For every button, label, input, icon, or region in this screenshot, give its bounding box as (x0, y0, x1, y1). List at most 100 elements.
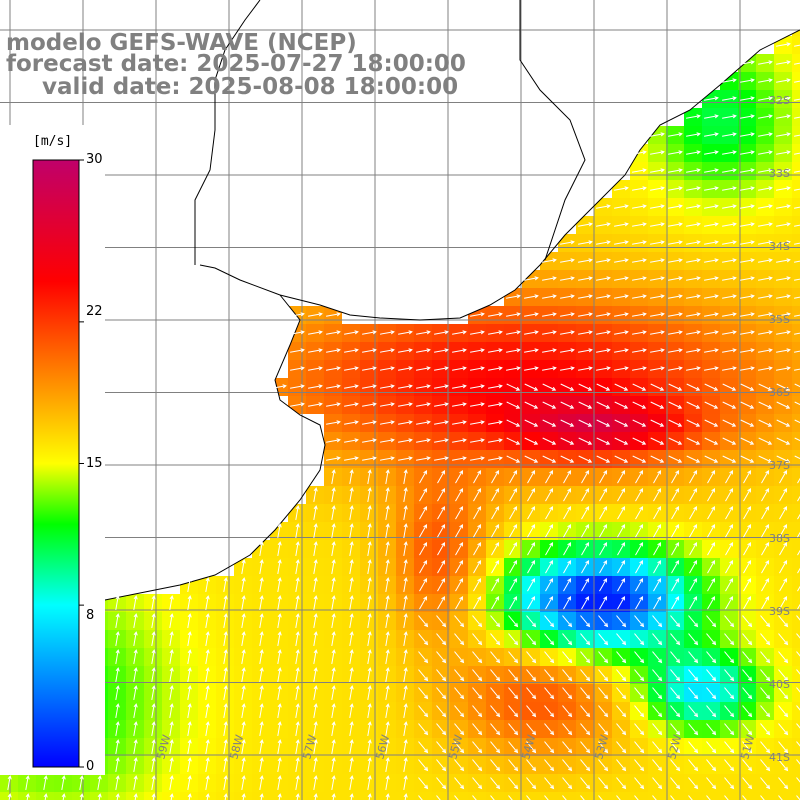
wind-cell (774, 792, 792, 800)
wind-arrow (652, 687, 663, 700)
wind-arrow (295, 703, 300, 718)
wind-arrow (473, 559, 482, 574)
wind-arrow (151, 775, 156, 790)
wind-arrow (560, 348, 575, 353)
wind-arrow (796, 723, 800, 729)
wind-arrow (367, 793, 372, 800)
wind-arrow (722, 240, 737, 245)
wind-arrow (295, 577, 300, 592)
wind-arrow (151, 613, 156, 628)
wind-arrow (403, 469, 408, 484)
wind-cell (666, 792, 684, 800)
wind-arrow (614, 186, 629, 191)
wind-arrow (349, 523, 354, 538)
wind-arrow (331, 739, 336, 754)
wind-cell (702, 792, 720, 800)
wind-arrow (689, 577, 698, 592)
wind-arrow (418, 615, 429, 628)
wind-arrow (599, 577, 608, 592)
wind-arrow (488, 420, 503, 425)
wind-arrow (344, 366, 359, 371)
wind-arrow (776, 78, 791, 83)
wind-arrow (670, 651, 681, 664)
wind-arrow (724, 633, 735, 646)
wind-arrow (506, 348, 521, 353)
wind-arrow (650, 150, 665, 155)
wind-arrow (794, 224, 800, 227)
wind-arrow (668, 348, 683, 353)
wind-arrow (133, 631, 138, 646)
wind-arrow (706, 723, 717, 736)
wind-arrow (614, 276, 629, 281)
wind-arrow (490, 705, 501, 718)
longitude-label: 58W (227, 733, 246, 761)
wind-arrow (740, 348, 755, 353)
wind-arrow (524, 419, 539, 427)
wind-arrow (434, 402, 449, 407)
wind-arrow (686, 276, 701, 281)
wind-arrow (527, 559, 536, 574)
wind-arrow (581, 595, 590, 610)
wind-arrow (385, 703, 390, 718)
latitude-label: 36S (769, 386, 790, 399)
wind-arrow (779, 595, 788, 610)
wind-arrow (403, 667, 408, 682)
wind-arrow (794, 134, 800, 137)
wind-arrow (508, 741, 519, 754)
wind-arrow (617, 505, 626, 520)
wind-arrow (437, 559, 446, 574)
wind-arrow (385, 667, 390, 682)
wind-arrow (416, 456, 431, 461)
wind-arrow (740, 186, 755, 191)
wind-arrow (115, 631, 120, 646)
wind-arrow (758, 276, 773, 281)
wind-arrow (416, 330, 431, 335)
wind-arrow (187, 595, 192, 610)
wind-arrow (722, 401, 737, 409)
wind-arrow (403, 577, 408, 592)
wind-arrow (455, 541, 464, 556)
wind-cell (468, 792, 486, 800)
wind-arrow (725, 595, 734, 610)
wind-arrow (563, 595, 572, 610)
wind-arrow (760, 687, 771, 700)
wind-arrow (778, 759, 789, 772)
wind-arrow (722, 294, 737, 299)
wind-arrow (650, 419, 665, 427)
wind-arrow (797, 477, 800, 484)
wind-arrow (724, 795, 729, 800)
wind-arrow (722, 186, 737, 191)
latitude-label: 38S (769, 532, 790, 545)
wind-arrow (470, 456, 485, 461)
wind-arrow (560, 455, 575, 463)
wind-arrow (794, 170, 800, 173)
wind-arrow (632, 330, 647, 335)
wind-arrow (542, 276, 557, 281)
wind-arrow (344, 384, 359, 389)
wind-arrow (776, 312, 791, 317)
wind-arrow (403, 487, 408, 502)
colorbar-tick-15: 15 (86, 456, 103, 471)
wind-arrow (151, 667, 156, 682)
wind-arrow (634, 687, 645, 700)
wind-arrow (596, 240, 611, 245)
wind-arrow (670, 759, 681, 772)
wind-arrow (650, 455, 665, 463)
wind-arrow (473, 487, 482, 502)
wind-arrow (778, 615, 789, 628)
wind-arrow (491, 487, 500, 502)
wind-arrow (758, 383, 773, 391)
wind-arrow (545, 577, 554, 592)
wind-arrow (580, 615, 591, 628)
wind-arrow (542, 419, 557, 427)
wind-arrow (488, 366, 503, 371)
wind-arrow (563, 523, 572, 538)
wind-arrow (760, 705, 771, 718)
wind-arrow (563, 505, 572, 520)
wind-arrow (223, 721, 228, 736)
wind-arrow (635, 469, 644, 484)
wind-arrow (205, 793, 210, 800)
wind-arrow (419, 559, 428, 574)
wind-arrow (742, 669, 753, 682)
wind-arrow (313, 685, 318, 700)
